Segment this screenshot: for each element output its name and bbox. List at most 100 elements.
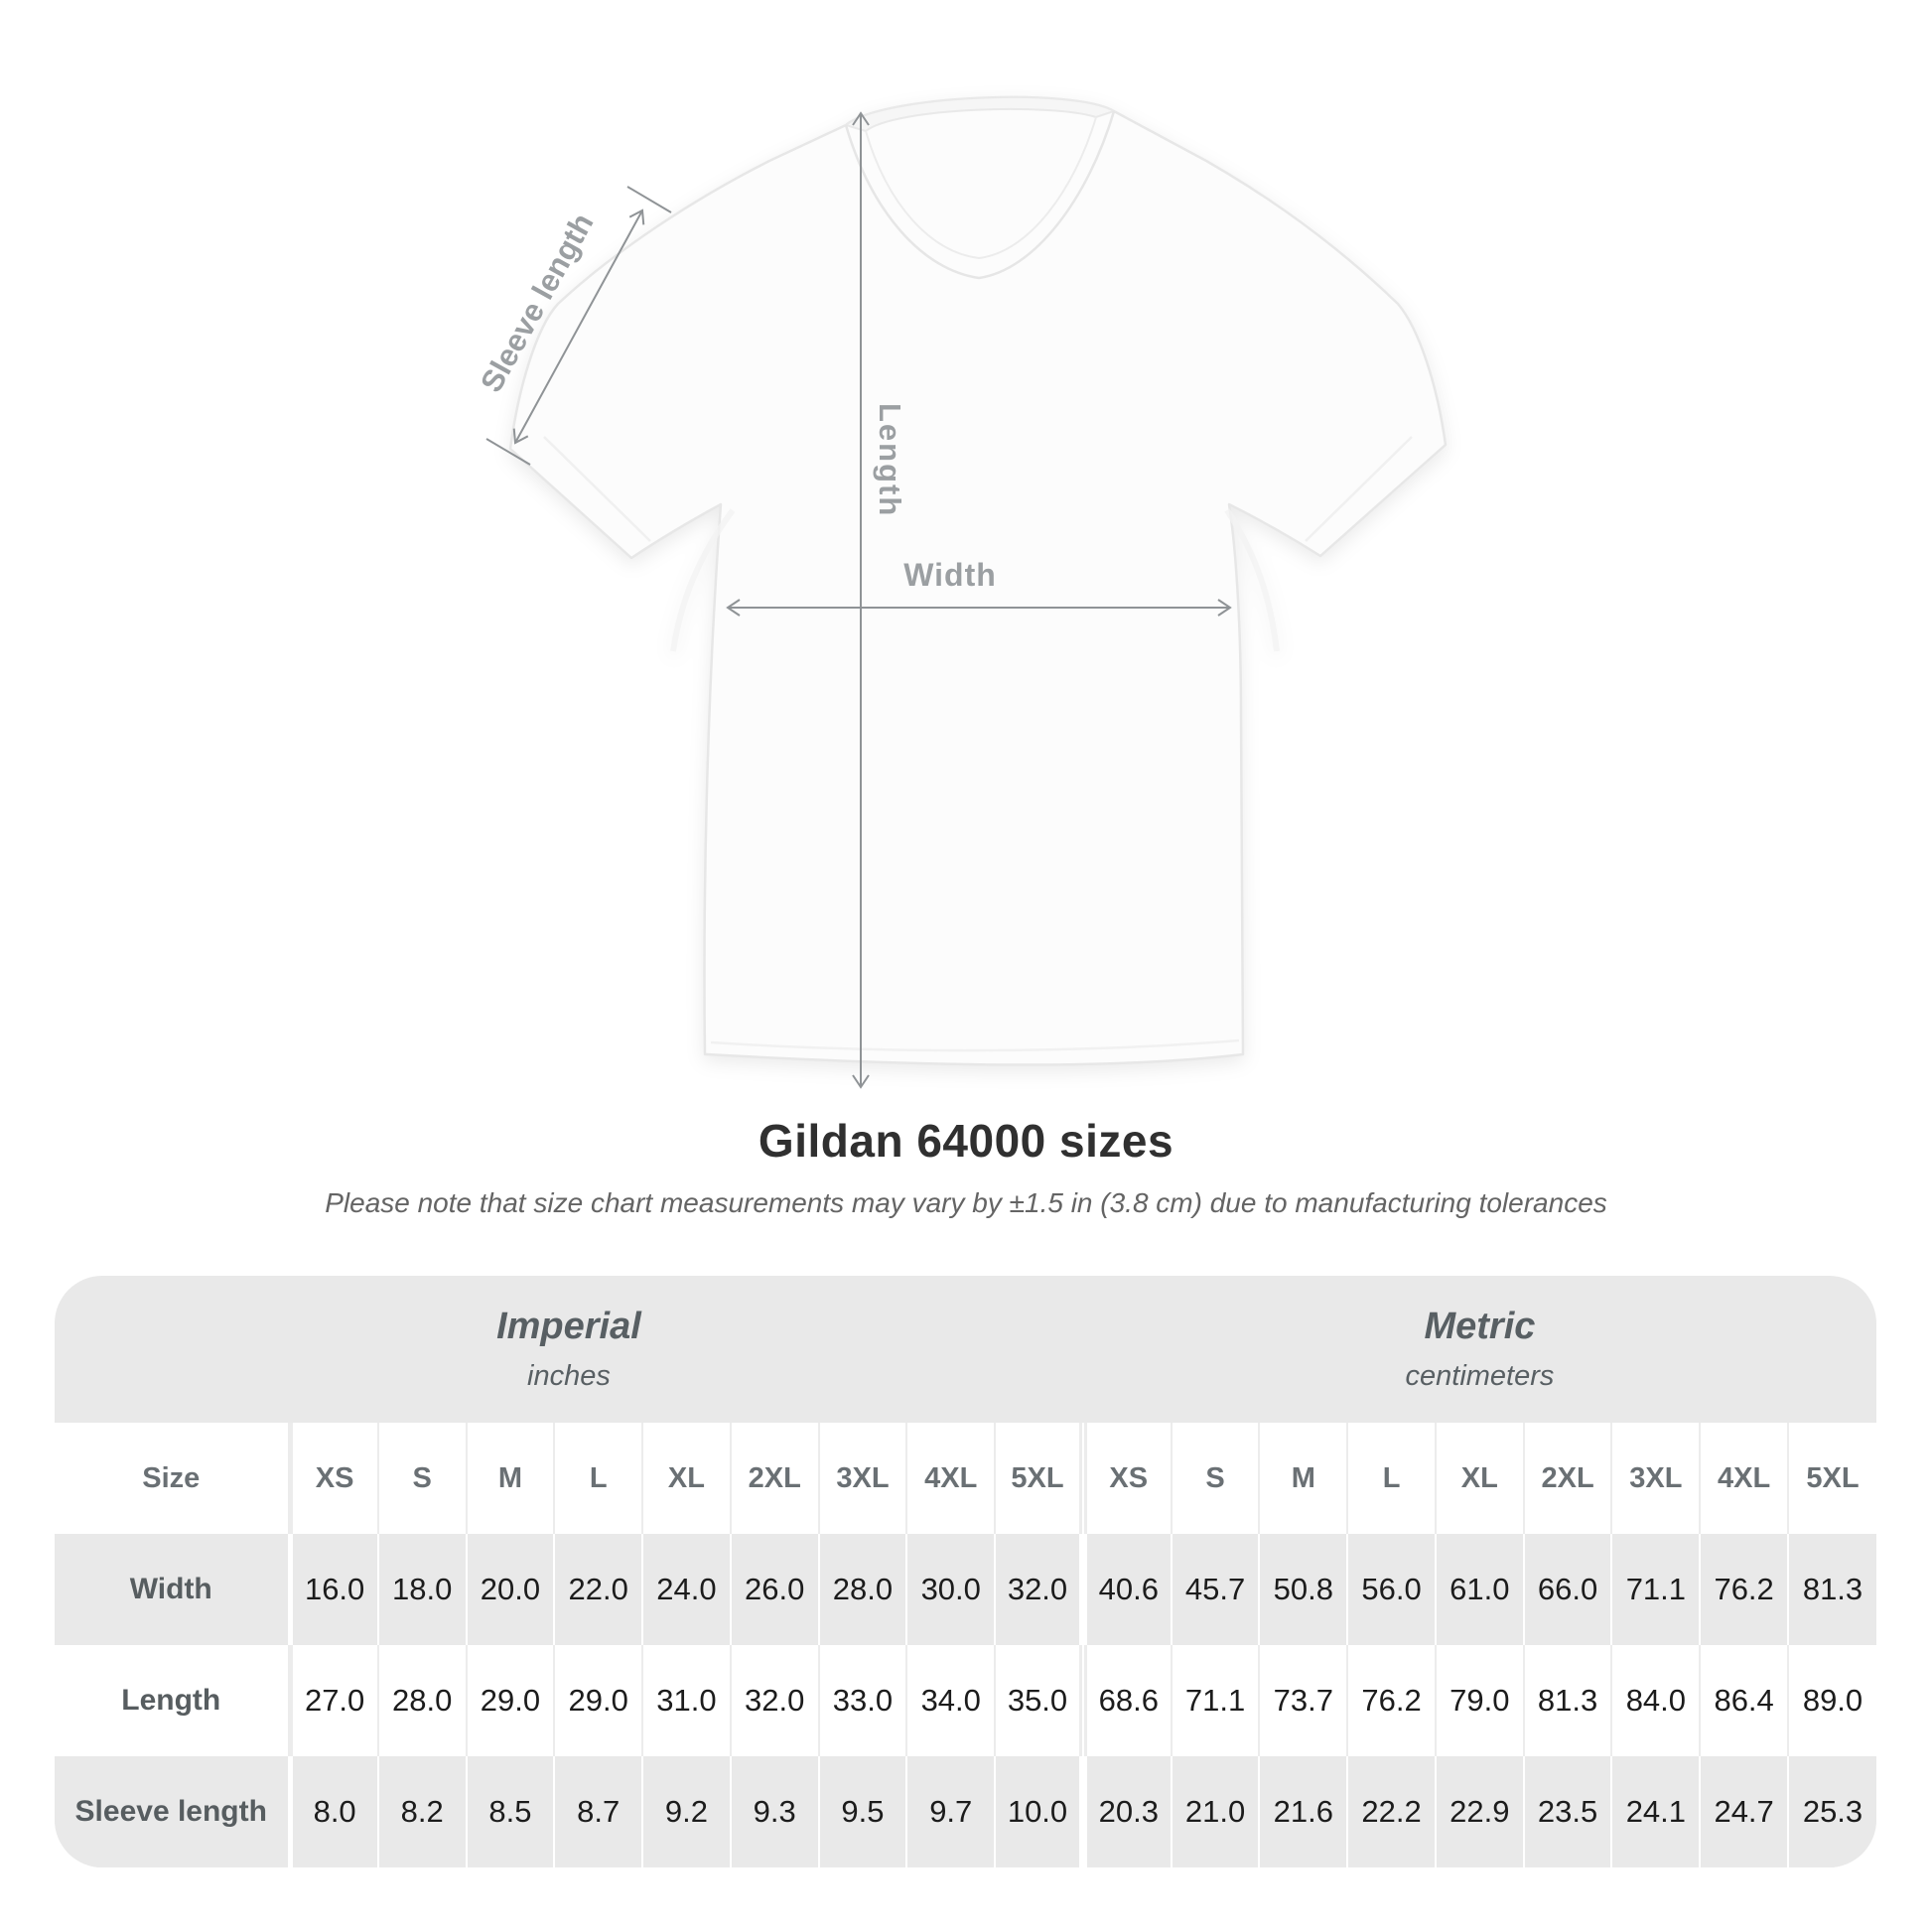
tshirt-neckline-inner <box>865 116 1097 260</box>
cell-width-metric-2xl: 66.0 <box>1522 1534 1612 1645</box>
cell-sleeve-length-metric-m: 21.6 <box>1258 1756 1348 1867</box>
cell-length-metric-2xl: 81.3 <box>1522 1645 1612 1756</box>
cell-length-metric-s: 71.1 <box>1170 1645 1260 1756</box>
cell-width-metric-5xl: 81.3 <box>1787 1534 1876 1645</box>
cell-length-imperial-5xl: 35.0 <box>994 1645 1083 1756</box>
cell-length-metric-l: 76.2 <box>1346 1645 1436 1756</box>
cell-length-imperial-s: 28.0 <box>376 1645 467 1756</box>
cell-length-metric-xl: 79.0 <box>1434 1645 1524 1756</box>
column-header-metric-s: S <box>1170 1423 1260 1534</box>
cell-length-imperial-m: 29.0 <box>465 1645 555 1756</box>
row-label-width: Width <box>129 1573 212 1605</box>
imperial-group-label: Imperial <box>496 1306 641 1347</box>
sleeve-arrow-bottom-tick <box>485 438 531 466</box>
cell-length-imperial-4xl: 34.0 <box>905 1645 996 1756</box>
cell-sleeve-length-metric-s: 21.0 <box>1170 1756 1260 1867</box>
cell-sleeve-length-imperial-xs: 8.0 <box>287 1756 378 1867</box>
unit-group-row: Imperial inches Metric centimeters <box>55 1276 1876 1423</box>
column-header-metric-2xl: 2XL <box>1522 1423 1612 1534</box>
size-table: Imperial inches Metric centimeters Size … <box>55 1276 1876 1867</box>
cell-length-imperial-l: 29.0 <box>553 1645 643 1756</box>
tshirt-collar-band <box>843 95 1117 133</box>
measurement-row-length: Length 27.0 28.0 29.0 29.0 31.0 32.0 33.0 34.0 35… <box>55 1645 1876 1756</box>
tshirt-left-cuff-seam <box>543 436 651 542</box>
cell-sleeve-length-imperial-xl: 9.2 <box>641 1756 731 1867</box>
cell-length-metric-3xl: 84.0 <box>1610 1645 1701 1756</box>
cell-width-metric-s: 45.7 <box>1170 1534 1260 1645</box>
cell-sleeve-length-metric-xs: 20.3 <box>1078 1756 1172 1867</box>
cell-sleeve-length-imperial-m: 8.5 <box>465 1756 555 1867</box>
cell-sleeve-length-imperial-4xl: 9.7 <box>905 1756 996 1867</box>
tshirt-right-underarm-shade <box>1224 508 1280 652</box>
column-header-imperial-xl: XL <box>641 1423 731 1534</box>
length-label: Length <box>873 403 907 517</box>
column-header-imperial-l: L <box>553 1423 643 1534</box>
cell-sleeve-length-imperial-2xl: 9.3 <box>729 1756 819 1867</box>
cell-length-metric-4xl: 86.4 <box>1699 1645 1789 1756</box>
measurement-row-sleeve-length: Sleeve length 8.0 8.2 8.5 8.7 9.2 9.3 9.5 9.7 10.… <box>55 1756 1876 1867</box>
cell-width-imperial-xl: 24.0 <box>641 1534 731 1645</box>
cell-width-metric-l: 56.0 <box>1346 1534 1436 1645</box>
cell-length-imperial-3xl: 33.0 <box>817 1645 907 1756</box>
column-header-imperial-m: M <box>465 1423 555 1534</box>
cell-sleeve-length-metric-2xl: 23.5 <box>1522 1756 1612 1867</box>
cell-sleeve-length-metric-5xl: 25.3 <box>1787 1756 1876 1867</box>
column-header-metric-xl: XL <box>1434 1423 1524 1534</box>
cell-width-imperial-4xl: 30.0 <box>905 1534 996 1645</box>
cell-length-imperial-xl: 31.0 <box>641 1645 731 1756</box>
column-header-imperial-4xl: 4XL <box>905 1423 996 1534</box>
cell-width-imperial-5xl: 32.0 <box>994 1534 1083 1645</box>
page-title: Gildan 64000 sizes <box>758 1115 1174 1167</box>
tshirt-right-cuff-seam <box>1305 436 1413 542</box>
cell-length-imperial-xs: 27.0 <box>287 1645 378 1756</box>
column-header-imperial-5xl: 5XL <box>994 1423 1083 1534</box>
cell-sleeve-length-imperial-5xl: 10.0 <box>994 1756 1083 1867</box>
sleeve-arrow-top-tick <box>626 186 672 213</box>
cell-sleeve-length-imperial-s: 8.2 <box>376 1756 467 1867</box>
column-header-metric-m: M <box>1258 1423 1348 1534</box>
size-header-row: Size XS S M L XL 2XL 3XL 4XL 5XL XS S M L XL 2XL 3XL 4XL… <box>55 1423 1876 1534</box>
cell-length-metric-m: 73.7 <box>1258 1645 1348 1756</box>
cell-width-imperial-2xl: 26.0 <box>729 1534 819 1645</box>
cell-width-metric-xs: 40.6 <box>1078 1534 1172 1645</box>
width-label: Width <box>903 557 997 593</box>
cell-width-metric-m: 50.8 <box>1258 1534 1348 1645</box>
size-column-header: Size <box>142 1461 201 1494</box>
imperial-unit-label: inches <box>527 1360 611 1392</box>
cell-sleeve-length-metric-4xl: 24.7 <box>1699 1756 1789 1867</box>
column-header-imperial-2xl: 2XL <box>729 1423 819 1534</box>
cell-length-metric-5xl: 89.0 <box>1787 1645 1876 1756</box>
column-header-metric-xs: XS <box>1078 1423 1172 1534</box>
metric-group-header: Metric centimeters <box>1083 1276 1876 1423</box>
column-header-imperial-s: S <box>376 1423 467 1534</box>
measurement-row-width: Width 16.0 18.0 20.0 22.0 24.0 26.0 28.0 30.0 32.… <box>55 1534 1876 1645</box>
column-header-metric-3xl: 3XL <box>1610 1423 1701 1534</box>
column-header-imperial-3xl: 3XL <box>817 1423 907 1534</box>
row-label-sleeve-length: Sleeve length <box>74 1795 267 1828</box>
cell-width-imperial-xs: 16.0 <box>287 1534 378 1645</box>
metric-unit-label: centimeters <box>1405 1360 1555 1392</box>
cell-length-imperial-2xl: 32.0 <box>729 1645 819 1756</box>
cell-width-metric-4xl: 76.2 <box>1699 1534 1789 1645</box>
row-label-length: Length <box>121 1684 221 1717</box>
size-table-grid: Imperial inches Metric centimeters Size … <box>55 1276 1876 1867</box>
measurement-overlay <box>485 111 1232 1089</box>
cell-width-metric-xl: 61.0 <box>1434 1534 1524 1645</box>
cell-sleeve-length-imperial-l: 8.7 <box>553 1756 643 1867</box>
cell-width-imperial-3xl: 28.0 <box>817 1534 907 1645</box>
cell-sleeve-length-imperial-3xl: 9.5 <box>817 1756 907 1867</box>
cell-width-metric-3xl: 71.1 <box>1610 1534 1701 1645</box>
tshirt-left-underarm-shade <box>670 508 736 652</box>
cell-sleeve-length-metric-xl: 22.9 <box>1434 1756 1524 1867</box>
column-header-metric-4xl: 4XL <box>1699 1423 1789 1534</box>
tshirt-neckline-outer <box>844 110 1116 280</box>
tshirt-image <box>508 95 1448 1066</box>
sleeve-length-arrow <box>512 208 645 445</box>
tolerance-note: Please note that size chart measurements… <box>325 1187 1607 1218</box>
metric-group-label: Metric <box>1424 1306 1536 1347</box>
cell-sleeve-length-metric-l: 22.2 <box>1346 1756 1436 1867</box>
cell-width-imperial-m: 20.0 <box>465 1534 555 1645</box>
tshirt-measurement-diagram: Sleeve length Length Width <box>474 95 1448 1089</box>
cell-width-imperial-s: 18.0 <box>376 1534 467 1645</box>
